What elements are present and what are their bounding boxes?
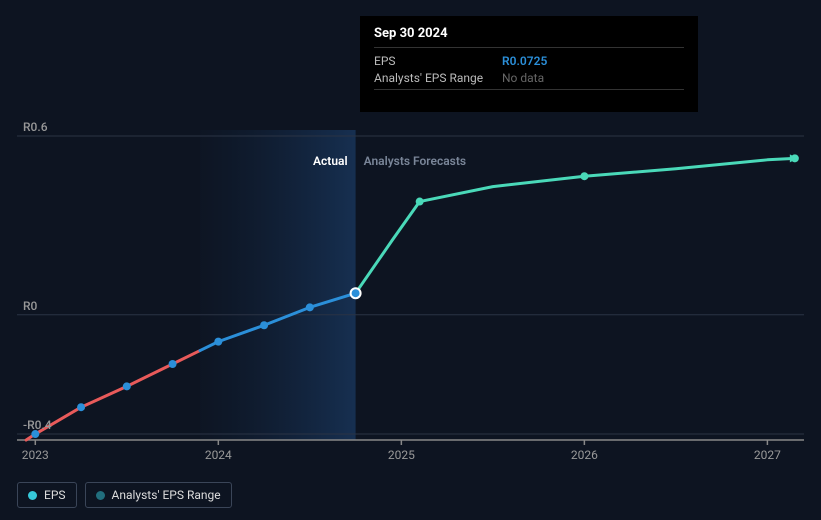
tooltip-date: Sep 30 2024	[374, 26, 684, 41]
legend-swatch-icon	[28, 491, 37, 500]
data-marker[interactable]	[416, 198, 424, 206]
data-marker[interactable]	[260, 321, 268, 329]
region-label-actual: Actual	[313, 154, 356, 168]
data-marker[interactable]	[123, 382, 131, 390]
legend-swatch-icon	[96, 491, 105, 500]
data-marker[interactable]	[306, 303, 314, 311]
chart-legend: EPS Analysts' EPS Range	[17, 482, 232, 508]
y-axis-label: -R0.4	[23, 418, 52, 432]
legend-item[interactable]: Analysts' EPS Range	[85, 482, 232, 508]
chart-tooltip: Sep 30 2024 EPS R0.0725 Analysts' EPS Rang…	[360, 16, 698, 112]
data-marker[interactable]	[77, 403, 85, 411]
x-axis-label: 2025	[388, 448, 415, 462]
tooltip-row: Analysts' EPS Range No data	[374, 71, 684, 85]
data-marker[interactable]	[580, 172, 588, 180]
data-marker[interactable]	[169, 360, 177, 368]
tooltip-row-label: Analysts' EPS Range	[374, 71, 484, 85]
tooltip-divider	[374, 47, 684, 48]
tooltip-row-value: R0.0725	[502, 54, 547, 68]
tooltip-row-value: No data	[502, 71, 544, 85]
region-label-forecast: Analysts Forecasts	[356, 154, 466, 168]
legend-item[interactable]: EPS	[17, 482, 77, 508]
data-marker[interactable]	[214, 338, 222, 346]
active-marker[interactable]	[351, 288, 361, 298]
x-axis-label: 2024	[205, 448, 232, 462]
tooltip-row: EPS R0.0725	[374, 54, 684, 68]
legend-label: EPS	[44, 488, 66, 502]
line-forecast	[356, 158, 795, 293]
y-axis-label: R0	[23, 299, 37, 313]
eps-forecast-chart: Sep 30 2024 EPS R0.0725 Analysts' EPS Rang…	[0, 0, 821, 520]
tooltip-divider-bottom	[374, 89, 684, 90]
highlight-band	[200, 130, 356, 440]
x-axis-label: 2023	[22, 448, 49, 462]
x-axis-label: 2027	[754, 448, 781, 462]
tooltip-row-label: EPS	[374, 54, 484, 68]
legend-label: Analysts' EPS Range	[112, 488, 221, 502]
x-axis-label: 2026	[571, 448, 598, 462]
y-axis-label: R0.6	[23, 120, 48, 134]
